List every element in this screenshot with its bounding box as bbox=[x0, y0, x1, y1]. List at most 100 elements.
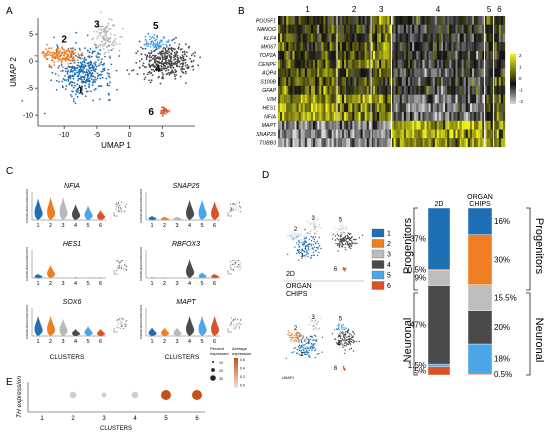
heatmap-cell bbox=[471, 129, 475, 139]
heatmap-cell bbox=[476, 94, 479, 104]
heatmap-cell bbox=[329, 33, 332, 43]
legend-percent-dot bbox=[212, 361, 214, 363]
heatmap-cell bbox=[317, 103, 320, 113]
umap-point bbox=[66, 71, 69, 73]
heatmap-cell bbox=[463, 112, 466, 121]
umap-point bbox=[176, 56, 179, 59]
panel-d-umap-point bbox=[349, 342, 351, 344]
stack-segment-3 bbox=[467, 284, 493, 311]
panel-d-umap-point bbox=[315, 326, 317, 329]
umap-point bbox=[103, 53, 106, 55]
panel-d-umap-point bbox=[336, 342, 338, 344]
panel-a-y-label: UMAP 2 bbox=[9, 57, 18, 87]
panel-d-umap-point bbox=[316, 240, 318, 243]
heatmap-cell bbox=[438, 85, 442, 95]
heatmap-cell bbox=[278, 42, 281, 52]
heatmap-cell bbox=[455, 59, 458, 69]
panel-d-umap-point bbox=[353, 341, 355, 343]
umap-point bbox=[69, 52, 72, 55]
umap-axis-x-label: UMAP1 bbox=[282, 376, 294, 380]
heatmap-cell bbox=[428, 103, 431, 113]
heatmap-cell bbox=[424, 33, 427, 43]
heatmap-cell bbox=[482, 68, 485, 78]
mini-umap-point bbox=[229, 210, 231, 212]
heatmap-cell bbox=[449, 50, 452, 60]
heatmap-cell bbox=[358, 77, 361, 86]
umap-point bbox=[106, 37, 108, 39]
heatmap-cell bbox=[502, 16, 506, 25]
heatmap-cell bbox=[333, 103, 336, 113]
heatmap-cell bbox=[331, 33, 334, 43]
heatmap-cell bbox=[333, 129, 336, 139]
heatmap-cell bbox=[370, 59, 374, 69]
heatmap-cell bbox=[344, 138, 347, 148]
heatmap-cell bbox=[292, 120, 295, 130]
panel-d-umap-point bbox=[293, 229, 296, 231]
heatmap-cell bbox=[422, 16, 425, 25]
umap-point bbox=[103, 37, 106, 40]
heatmap-cell bbox=[459, 85, 462, 95]
mini-umap-point bbox=[239, 326, 240, 328]
heatmap-cell bbox=[333, 59, 336, 69]
heatmap-cell bbox=[399, 42, 402, 52]
umap-point bbox=[158, 43, 161, 45]
panel-d-umap-point bbox=[304, 340, 306, 343]
umap-cluster-label: 1 bbox=[78, 86, 84, 97]
heatmap-cell bbox=[430, 103, 433, 113]
heatmap-cell bbox=[455, 112, 458, 121]
heatmap-cell bbox=[494, 59, 497, 69]
heatmap-cell bbox=[333, 24, 336, 34]
heatmap-cell bbox=[482, 16, 485, 25]
heatmap-cell bbox=[441, 103, 444, 113]
heatmap-cell bbox=[389, 24, 392, 34]
panel-d-umap-point bbox=[302, 336, 305, 339]
heatmap-cell bbox=[311, 77, 314, 86]
heatmap-cell bbox=[368, 112, 372, 121]
heatmap-cell bbox=[325, 24, 328, 34]
heatmap-cell bbox=[480, 112, 483, 121]
heatmap-cell bbox=[469, 68, 473, 78]
umap-point bbox=[109, 56, 111, 59]
heatmap-cell bbox=[422, 42, 425, 52]
panel-d-umap-point bbox=[351, 236, 353, 238]
heatmap-cell bbox=[436, 77, 440, 86]
panel-d-umap-point bbox=[293, 234, 295, 236]
umap-organ-cluster-label: 4 bbox=[337, 342, 341, 348]
umap-point bbox=[95, 78, 97, 81]
mini-umap-point bbox=[239, 327, 241, 329]
panel-d-umap-point bbox=[288, 332, 290, 334]
umap-point bbox=[186, 67, 189, 70]
umap-point bbox=[91, 74, 93, 77]
heatmap-cell bbox=[317, 24, 320, 34]
umap-point bbox=[167, 39, 170, 41]
heatmap-cell bbox=[317, 42, 320, 52]
heatmap-cell bbox=[393, 33, 396, 43]
umap-point bbox=[73, 100, 75, 103]
panel-d-umap-point bbox=[342, 268, 344, 271]
umap-point bbox=[183, 50, 186, 53]
heatmap-cell bbox=[385, 24, 388, 34]
heatmap-cell bbox=[476, 33, 479, 43]
heatmap-cell bbox=[321, 85, 324, 95]
heatmap-cell bbox=[325, 112, 328, 121]
heatmap-cell bbox=[337, 103, 341, 113]
heatmap-cell bbox=[443, 94, 446, 104]
umap-point bbox=[143, 73, 145, 75]
umap-point bbox=[53, 36, 55, 39]
umap-point bbox=[88, 51, 91, 54]
panel-d-umap-point bbox=[303, 235, 306, 237]
umap-point bbox=[78, 65, 80, 68]
heatmap-cell bbox=[292, 24, 295, 34]
heatmap-cell bbox=[457, 33, 460, 43]
umap-point bbox=[146, 42, 148, 45]
mini-umap-point bbox=[124, 264, 126, 266]
side-label-progenitors-right: Progenitors bbox=[533, 218, 545, 275]
panel-d-umap-point bbox=[350, 341, 353, 343]
heatmap-cell bbox=[354, 120, 357, 130]
heatmap-cell bbox=[327, 59, 330, 69]
heatmap-cell bbox=[348, 129, 351, 139]
heatmap-cell bbox=[455, 103, 458, 113]
heatmap-cell bbox=[395, 129, 398, 139]
umap-point bbox=[74, 61, 76, 64]
heatmap-cell bbox=[366, 50, 369, 60]
